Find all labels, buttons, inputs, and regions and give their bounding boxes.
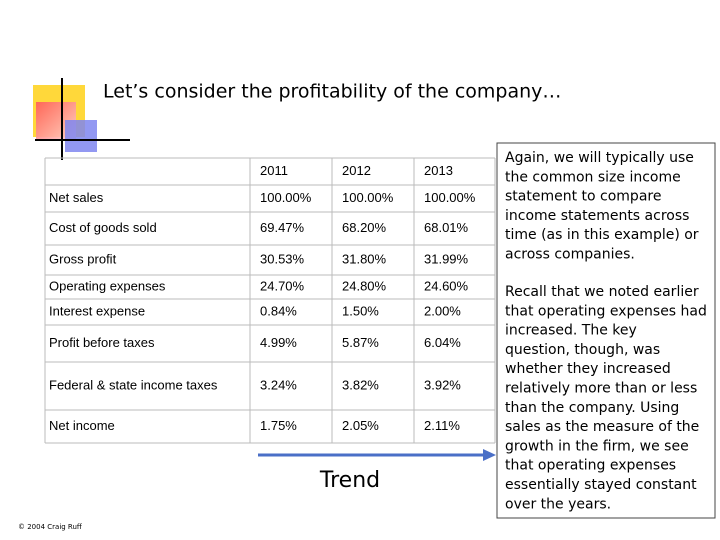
cell: 31.99%: [424, 251, 469, 266]
note-line: essentially stayed constant: [505, 477, 697, 493]
cell: 2.05%: [342, 418, 379, 433]
note-line: whether they increased: [505, 361, 671, 377]
note-line: that operating expenses had: [505, 303, 707, 319]
note-line: statement to compare: [505, 189, 661, 205]
note-line: relatively more than or less: [505, 381, 697, 397]
cell: 2.11%: [424, 418, 460, 433]
header-cell: 2013: [424, 163, 453, 178]
note-line: income statements across: [505, 208, 689, 224]
cell: 24.70%: [260, 278, 305, 293]
cell: 2.00%: [424, 303, 461, 318]
cell: 68.01%: [424, 220, 469, 235]
note-line: increased. The key: [505, 323, 637, 339]
notes: Again, we will typically use the common s…: [505, 150, 707, 512]
title: Let’s consider the profitability of the …: [103, 81, 561, 103]
row-label: Interest expense: [49, 303, 145, 318]
deco-blue: [65, 120, 97, 152]
cell: 69.47%: [260, 220, 305, 235]
cell: 100.00%: [342, 190, 394, 205]
note-line: sales as the measure of the: [505, 419, 699, 435]
cell: 24.80%: [342, 278, 387, 293]
row-label: Net income: [49, 418, 115, 433]
cell: 3.82%: [342, 377, 379, 392]
cell: 68.20%: [342, 220, 387, 235]
cell: 4.99%: [260, 335, 297, 350]
header-cell: 2011: [260, 163, 288, 178]
row-label: Gross profit: [49, 251, 117, 266]
cell: 31.80%: [342, 251, 387, 266]
cell: 100.00%: [424, 190, 476, 205]
note-line: Again, we will typically use: [505, 150, 694, 166]
note-line: growth in the firm, we see: [505, 438, 689, 454]
note-line: than the company. Using: [505, 400, 679, 416]
note-line: question, though, was: [505, 342, 660, 358]
note-line: across companies.: [505, 247, 635, 263]
note-line: over the years.: [505, 496, 611, 512]
note-line: that operating expenses: [505, 458, 676, 474]
note-line: the common size income: [505, 169, 681, 185]
table: 2011 2012 2013 Net sales 100.00% 100.00% 100.0…: [44, 157, 496, 444]
notes-box: [496, 142, 716, 519]
row-label: Cost of goods sold: [49, 220, 157, 235]
cell: 0.84%: [260, 303, 297, 318]
cell: 100.00%: [260, 190, 312, 205]
row-label: Net sales: [49, 190, 104, 205]
trend-label: Trend: [319, 468, 380, 493]
cell: 5.87%: [342, 335, 379, 350]
footer: © 2004 Craig Ruff: [18, 523, 82, 531]
cell: 3.92%: [424, 377, 461, 392]
trend-arrowhead: [483, 449, 496, 461]
note-line: Recall that we noted earlier: [505, 284, 699, 300]
cell: 1.75%: [260, 418, 297, 433]
row-label: Operating expenses: [49, 278, 166, 293]
header-cell: 2012: [342, 163, 371, 178]
note-line: time (as in this example) or: [505, 227, 699, 243]
cell: 3.24%: [260, 377, 297, 392]
row-label: Profit before taxes: [49, 335, 155, 350]
cell: 24.60%: [424, 278, 469, 293]
cell: 30.53%: [260, 251, 305, 266]
cell: 1.50%: [342, 303, 379, 318]
cell: 6.04%: [424, 335, 461, 350]
row-label: Federal & state income taxes: [49, 377, 218, 392]
